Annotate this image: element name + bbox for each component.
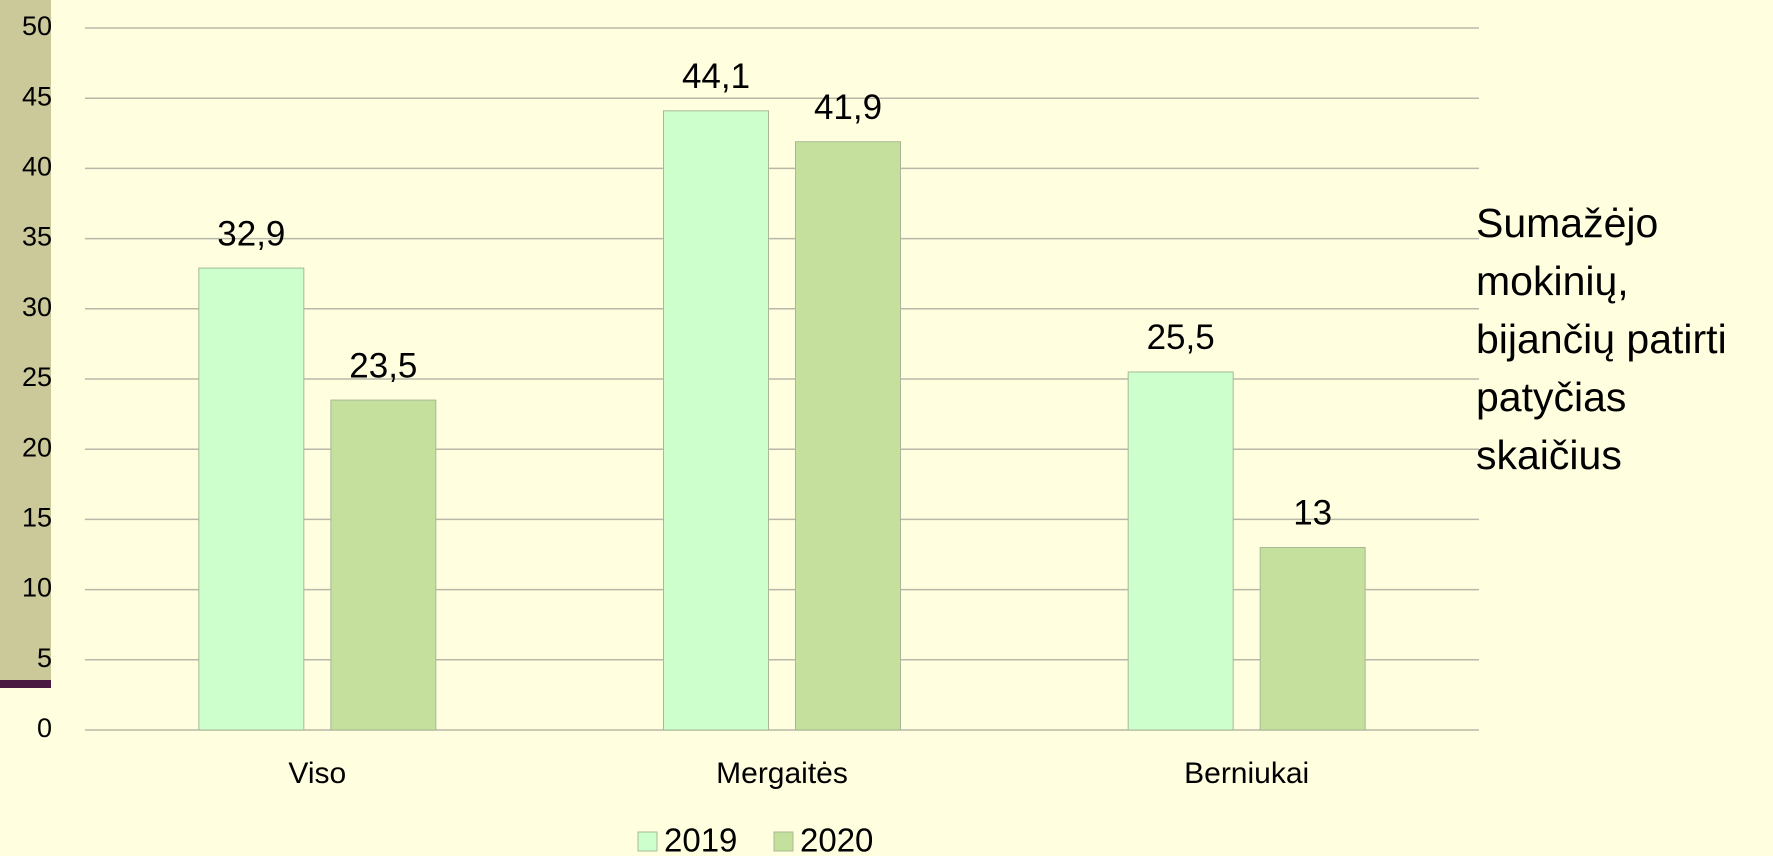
y-tick-label: 25 (22, 362, 52, 392)
bar (198, 267, 305, 731)
annotation: mokinių, (1476, 258, 1629, 304)
x-tick-label: Berniukai (1184, 757, 1309, 790)
y-tick-label: 0 (37, 713, 52, 743)
data-label: 41,9 (814, 88, 882, 127)
y-tick-label: 20 (22, 432, 52, 462)
y-tick-label: 5 (37, 643, 52, 673)
data-label: 23,5 (349, 346, 417, 385)
legend-label: 2020 (800, 822, 873, 856)
data-label: 25,5 (1147, 318, 1215, 357)
x-tick-label: Mergaitės (716, 757, 848, 790)
bar (1259, 546, 1366, 731)
bar (330, 399, 437, 731)
y-tick-label: 45 (22, 81, 52, 111)
y-tick-label: 40 (22, 152, 52, 182)
annotation: patyčias (1476, 374, 1626, 420)
legend-label: 2019 (664, 822, 737, 856)
data-label: 32,9 (217, 214, 285, 253)
bar (1127, 371, 1234, 731)
bar (795, 141, 901, 731)
annotation: Sumažėjo (1476, 200, 1658, 246)
legend-swatch (637, 831, 658, 852)
y-tick-label: 15 (22, 503, 52, 533)
annotation: bijančių patirti (1476, 316, 1727, 362)
side-strip (0, 0, 51, 684)
bar (663, 110, 769, 731)
y-tick-label: 35 (22, 222, 52, 252)
legend-swatch (773, 831, 794, 852)
x-tick-label: Viso (288, 757, 346, 790)
y-tick-label: 10 (22, 573, 52, 603)
data-label: 13 (1293, 494, 1332, 533)
y-tick-label: 30 (22, 292, 52, 322)
data-label: 44,1 (682, 57, 750, 96)
side-line (0, 680, 51, 688)
annotation: skaičius (1476, 432, 1622, 478)
y-tick-label: 50 (22, 11, 52, 41)
